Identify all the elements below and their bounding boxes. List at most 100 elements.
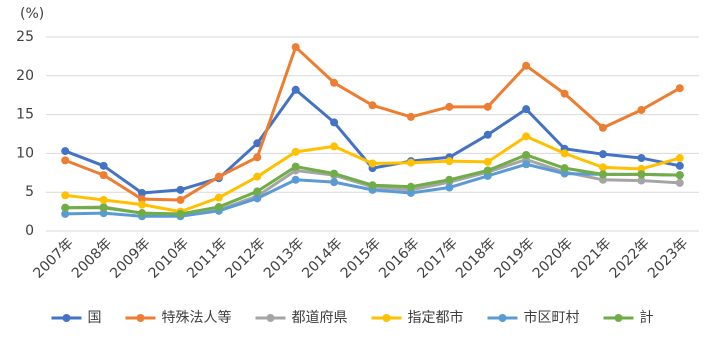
data-point bbox=[138, 209, 147, 218]
legend-marker bbox=[136, 314, 145, 322]
data-point bbox=[675, 84, 684, 93]
x-tick-label: 2016年 bbox=[376, 235, 422, 281]
legend-marker bbox=[266, 314, 275, 322]
legend-marker bbox=[498, 314, 507, 322]
data-point bbox=[138, 200, 147, 209]
data-point bbox=[330, 169, 339, 178]
data-point bbox=[61, 147, 70, 156]
x-tick-label: 2023年 bbox=[645, 235, 691, 281]
data-point bbox=[675, 171, 684, 180]
data-point bbox=[99, 171, 108, 180]
x-tick-label: 2007年 bbox=[30, 235, 76, 281]
data-point bbox=[253, 194, 262, 203]
data-point bbox=[598, 163, 607, 172]
data-point bbox=[291, 85, 300, 94]
x-tick-label: 2011年 bbox=[184, 235, 230, 281]
y-tick-label: 5 bbox=[25, 184, 34, 200]
data-point bbox=[637, 105, 646, 114]
y-tick-label: 10 bbox=[16, 145, 34, 161]
legend-marker bbox=[382, 314, 391, 322]
legend-marker bbox=[62, 314, 71, 322]
data-point bbox=[637, 176, 646, 185]
data-point bbox=[99, 195, 108, 204]
data-point bbox=[214, 202, 223, 211]
data-point bbox=[560, 149, 569, 158]
data-point bbox=[368, 101, 377, 110]
x-tick-label: 2010年 bbox=[146, 235, 192, 281]
x-tick-label: 2019年 bbox=[491, 235, 537, 281]
data-point bbox=[675, 161, 684, 170]
data-point bbox=[330, 142, 339, 151]
data-point bbox=[368, 181, 377, 190]
data-point bbox=[445, 183, 454, 192]
data-point bbox=[253, 139, 262, 148]
data-point bbox=[176, 195, 185, 204]
data-point bbox=[99, 203, 108, 212]
data-point bbox=[291, 147, 300, 156]
data-point bbox=[483, 102, 492, 111]
data-point bbox=[253, 187, 262, 196]
legend-label: 指定都市 bbox=[408, 309, 464, 326]
data-point bbox=[598, 150, 607, 159]
x-tick-label: 2015年 bbox=[338, 235, 384, 281]
data-point bbox=[675, 154, 684, 163]
data-point bbox=[291, 175, 300, 184]
data-point bbox=[61, 156, 70, 165]
data-point bbox=[637, 154, 646, 163]
data-point bbox=[214, 172, 223, 181]
data-point bbox=[675, 178, 684, 187]
legend-label: 国 bbox=[88, 310, 102, 326]
data-point bbox=[522, 132, 531, 141]
data-point bbox=[406, 188, 415, 197]
data-point bbox=[406, 182, 415, 191]
y-tick-label: 25 bbox=[16, 29, 34, 45]
x-tick-label: 2020年 bbox=[530, 235, 576, 281]
data-point bbox=[176, 185, 185, 194]
x-tick-label: 2021年 bbox=[568, 235, 614, 281]
data-point bbox=[522, 160, 531, 169]
legend-label: 都道府県 bbox=[292, 310, 348, 326]
data-point bbox=[330, 118, 339, 127]
data-point bbox=[61, 209, 70, 218]
x-tick-label: 2008年 bbox=[69, 235, 115, 281]
data-point bbox=[598, 123, 607, 132]
data-point bbox=[522, 105, 531, 114]
data-point bbox=[445, 175, 454, 184]
data-point bbox=[253, 172, 262, 181]
x-tick-label: 2013年 bbox=[261, 235, 307, 281]
data-point bbox=[445, 102, 454, 111]
data-point bbox=[330, 78, 339, 87]
x-tick-label: 2012年 bbox=[223, 235, 269, 281]
y-tick-label: 0 bbox=[25, 223, 34, 239]
data-point bbox=[176, 209, 185, 218]
data-point bbox=[368, 159, 377, 168]
data-point bbox=[522, 150, 531, 159]
data-point bbox=[560, 89, 569, 98]
x-tick-label: 2014年 bbox=[299, 235, 345, 281]
data-point bbox=[483, 166, 492, 175]
legend-label: 特殊法人等 bbox=[162, 309, 232, 326]
data-point bbox=[61, 191, 70, 200]
data-point bbox=[483, 157, 492, 166]
legend-marker bbox=[614, 314, 623, 322]
legend-label: 計 bbox=[640, 310, 654, 326]
data-point bbox=[330, 178, 339, 187]
data-point bbox=[483, 130, 492, 139]
data-point bbox=[61, 203, 70, 212]
x-tick-label: 2018年 bbox=[453, 235, 499, 281]
data-point bbox=[291, 162, 300, 171]
y-tick-label: 20 bbox=[16, 68, 34, 84]
y-tick-label: 15 bbox=[16, 107, 34, 123]
y-axis-unit: (%) bbox=[20, 6, 44, 22]
data-point bbox=[522, 61, 531, 70]
data-point bbox=[406, 112, 415, 121]
data-point bbox=[598, 170, 607, 179]
data-point bbox=[138, 188, 147, 197]
x-tick-label: 2017年 bbox=[415, 235, 461, 281]
data-point bbox=[214, 193, 223, 202]
legend-label: 市区町村 bbox=[524, 309, 580, 326]
data-point bbox=[99, 161, 108, 170]
x-tick-label: 2009年 bbox=[107, 235, 153, 281]
data-point bbox=[253, 153, 262, 162]
